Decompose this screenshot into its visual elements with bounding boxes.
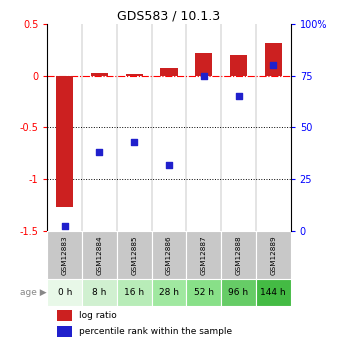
Title: GDS583 / 10.1.3: GDS583 / 10.1.3: [117, 10, 221, 23]
Text: 144 h: 144 h: [261, 288, 286, 297]
Text: 16 h: 16 h: [124, 288, 144, 297]
Bar: [265, 43, 282, 76]
Bar: [125, 74, 143, 76]
Text: GSM12887: GSM12887: [201, 235, 207, 275]
Bar: [91, 73, 108, 76]
FancyBboxPatch shape: [256, 230, 291, 279]
Text: 0 h: 0 h: [57, 288, 72, 297]
FancyBboxPatch shape: [152, 230, 186, 279]
FancyBboxPatch shape: [186, 279, 221, 306]
FancyBboxPatch shape: [47, 279, 82, 306]
FancyBboxPatch shape: [82, 279, 117, 306]
Bar: [56, 76, 73, 207]
Point: [201, 73, 207, 79]
Text: 8 h: 8 h: [92, 288, 107, 297]
Text: GSM12884: GSM12884: [96, 235, 102, 275]
Text: percentile rank within the sample: percentile rank within the sample: [79, 327, 232, 336]
Text: GSM12888: GSM12888: [236, 235, 242, 275]
Point: [271, 63, 276, 68]
Bar: [57, 309, 72, 321]
Point: [236, 93, 241, 99]
Bar: [160, 68, 178, 76]
FancyBboxPatch shape: [117, 279, 152, 306]
Bar: [57, 326, 72, 337]
Text: GSM12885: GSM12885: [131, 235, 137, 275]
Text: 52 h: 52 h: [194, 288, 214, 297]
Text: GSM12886: GSM12886: [166, 235, 172, 275]
Point: [131, 139, 137, 145]
Text: 96 h: 96 h: [228, 288, 248, 297]
Point: [97, 149, 102, 155]
Text: age ▶: age ▶: [20, 288, 47, 297]
FancyBboxPatch shape: [47, 230, 82, 279]
FancyBboxPatch shape: [152, 279, 186, 306]
Text: GSM12883: GSM12883: [62, 235, 68, 275]
Bar: [230, 55, 247, 76]
Text: log ratio: log ratio: [79, 311, 117, 320]
FancyBboxPatch shape: [221, 230, 256, 279]
FancyBboxPatch shape: [186, 230, 221, 279]
FancyBboxPatch shape: [256, 279, 291, 306]
FancyBboxPatch shape: [82, 230, 117, 279]
Text: 28 h: 28 h: [159, 288, 179, 297]
Bar: [195, 53, 213, 76]
Text: GSM12889: GSM12889: [270, 235, 276, 275]
Point: [62, 224, 67, 229]
Point: [166, 162, 172, 167]
FancyBboxPatch shape: [221, 279, 256, 306]
FancyBboxPatch shape: [117, 230, 152, 279]
